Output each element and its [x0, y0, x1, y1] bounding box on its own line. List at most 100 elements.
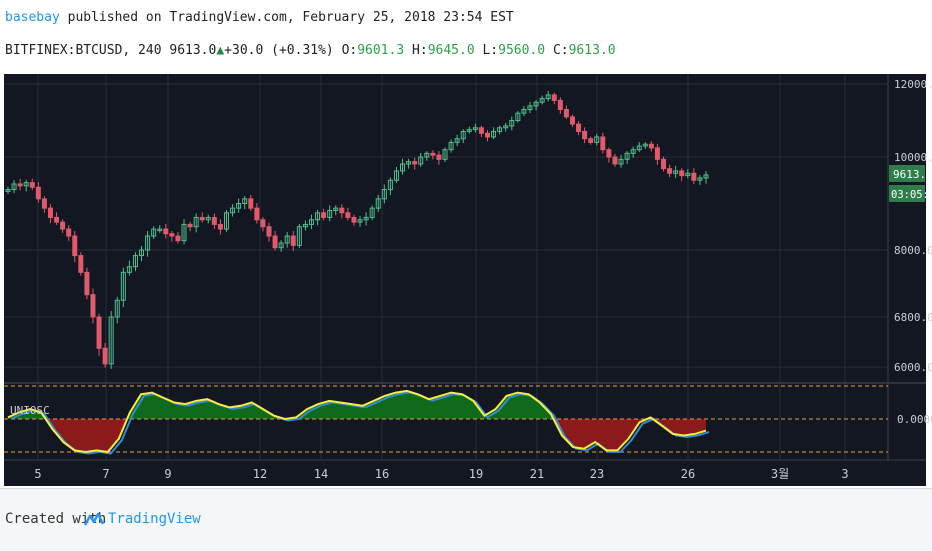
candle-body	[576, 123, 582, 132]
low-label: L:	[482, 43, 499, 58]
candle-body	[563, 109, 569, 118]
price-change: +30.0 (+0.31%)	[224, 43, 334, 58]
candle-body	[321, 212, 327, 218]
candle-body	[132, 255, 138, 268]
oscillator-line-blue	[10, 391, 710, 455]
candle-body	[96, 316, 102, 349]
candle-body	[47, 207, 53, 218]
time-tick-label: 16	[375, 467, 389, 481]
candle-body	[667, 168, 673, 174]
publish-header: basebay published on TradingView.com, Fe…	[5, 10, 514, 25]
last-price-badge-text: 9613.0	[893, 168, 932, 181]
price-chart[interactable]: UNIOSC 12000.0 10000.0 8000.0 6800.0 6000.0 9…	[0, 74, 932, 488]
candle-body	[66, 228, 72, 237]
candle-body	[387, 179, 393, 191]
created-with-text: Created with	[5, 511, 107, 527]
candle-body	[351, 216, 357, 223]
candle-body	[636, 145, 642, 151]
candle-body	[381, 189, 387, 200]
close-label: C:	[552, 43, 569, 58]
time-tick-label: 3월	[771, 467, 789, 481]
candle-body	[454, 138, 460, 143]
candle-body	[230, 207, 236, 214]
candle-body	[41, 198, 47, 209]
candle-body	[661, 158, 667, 170]
candle-body	[527, 105, 533, 111]
candle-body	[296, 226, 302, 246]
candles-group	[5, 90, 709, 369]
candle-body	[199, 216, 205, 221]
candle-body	[284, 235, 290, 244]
tradingview-link[interactable]: TradingView	[108, 511, 201, 527]
price-tick-label: 8000.0	[894, 244, 932, 257]
oscillator-pane: UNIOSC	[4, 385, 888, 455]
time-tick-label: 9	[164, 467, 171, 481]
candle-body	[72, 235, 78, 257]
candle-body	[448, 141, 454, 151]
candle-body	[35, 186, 41, 200]
candle-body	[126, 266, 132, 273]
candle-body	[642, 143, 648, 147]
candle-body	[157, 228, 163, 232]
candle-body	[108, 316, 114, 365]
open-label: O:	[341, 43, 358, 58]
candle-body	[139, 249, 145, 257]
price-tick-label: 10000.0	[894, 151, 932, 164]
candle-body	[145, 235, 151, 251]
tradingview-logo-icon[interactable]	[84, 510, 104, 528]
candle-body	[17, 183, 23, 187]
symbol-label: BITFINEX:BTCUSD, 240	[5, 43, 162, 58]
candle-body	[163, 228, 169, 235]
published-text: published on TradingView.com, February 2…	[67, 10, 514, 25]
candle-body	[600, 136, 606, 151]
candle-body	[266, 226, 272, 237]
candle-body	[442, 149, 448, 160]
candle-body	[23, 182, 29, 187]
open-value: 9601.3	[357, 43, 405, 58]
countdown-badge-text: 03:05:32	[891, 189, 932, 201]
candle-body	[594, 136, 600, 143]
candle-body	[60, 221, 66, 230]
price-tick-label: 6800.0	[894, 311, 932, 324]
candle-body	[78, 255, 84, 273]
symbol-header: BITFINEX:BTCUSD, 240 9613.0▲+30.0 (+0.31…	[5, 43, 616, 58]
candle-body	[242, 198, 248, 204]
candle-body	[703, 174, 709, 179]
grid-lines	[4, 74, 926, 461]
time-tick-label: 14	[314, 467, 328, 481]
candle-body	[654, 147, 660, 160]
candle-body	[357, 219, 363, 223]
time-tick-label: 3	[841, 467, 848, 481]
author-link[interactable]: basebay	[5, 10, 60, 25]
candle-body	[491, 130, 497, 138]
time-tick-label: 19	[469, 467, 483, 481]
candle-body	[84, 271, 90, 296]
time-tick-label: 12	[253, 467, 267, 481]
candle-body	[114, 299, 120, 318]
candle-body	[424, 152, 430, 158]
candle-body	[612, 156, 618, 165]
oscillator-line-yellow	[7, 389, 707, 454]
candle-body	[551, 94, 557, 101]
candle-body	[436, 154, 442, 160]
candle-body	[278, 242, 284, 249]
candle-body	[290, 235, 296, 246]
candle-body	[54, 216, 60, 223]
candle-body	[181, 223, 187, 242]
oscillator-zero-label: 0.0000	[897, 413, 932, 426]
candle-body	[236, 203, 242, 209]
candle-body	[211, 216, 217, 225]
candle-body	[224, 212, 230, 230]
candle-body	[254, 207, 260, 221]
candle-body	[679, 170, 685, 177]
candle-body	[5, 189, 11, 192]
candle-body	[400, 163, 406, 172]
candle-body	[685, 172, 691, 177]
footer-bar: Created with TradingView	[0, 488, 932, 551]
countdown-badge	[889, 184, 925, 202]
candle-body	[582, 130, 588, 140]
candle-body	[193, 216, 199, 228]
candle-body	[120, 271, 126, 301]
time-tick-label: 5	[34, 467, 41, 481]
time-tick-label: 7	[102, 467, 109, 481]
